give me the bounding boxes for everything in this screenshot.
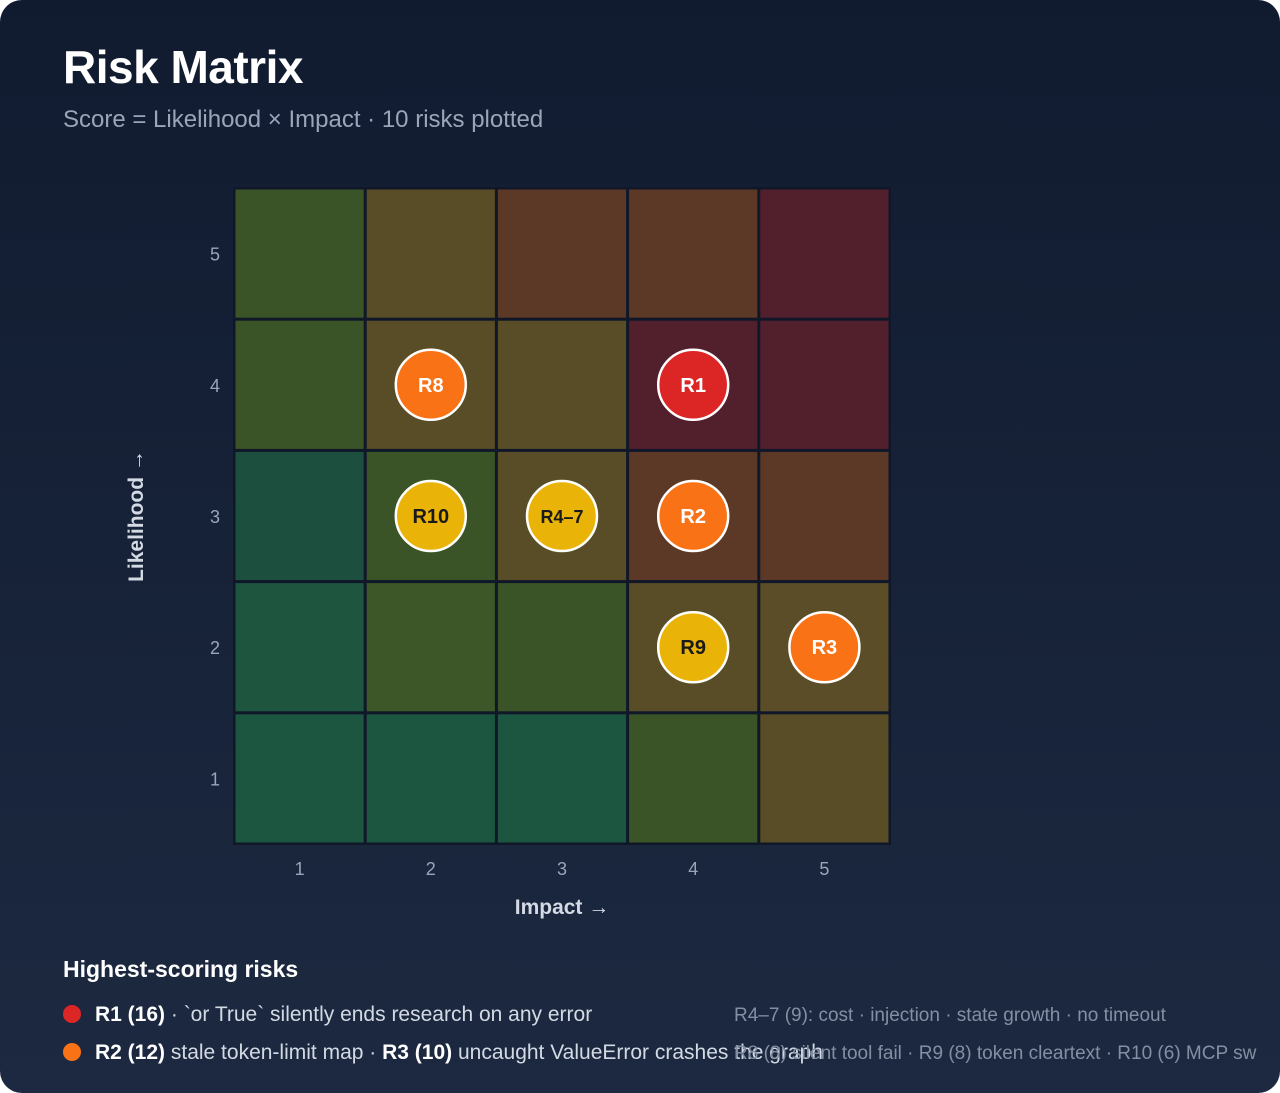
matrix-cell-l4-i5 xyxy=(760,320,889,449)
y-axis-label: Likelihood → xyxy=(125,450,148,582)
page-subtitle: Score = Likelihood × Impact · 10 risks p… xyxy=(63,106,544,133)
risk-marker-label-r2: R2 xyxy=(680,506,706,528)
x-tick-label: 4 xyxy=(688,859,698,879)
matrix-cell-l2-i1 xyxy=(235,583,364,712)
legend-note-1: R4–7 (9): cost · injection · state growt… xyxy=(734,1005,1166,1026)
matrix-cell-l5-i2 xyxy=(366,189,495,318)
matrix-cell-l2-i2 xyxy=(366,583,495,712)
matrix-cell-l3-i1 xyxy=(235,451,364,581)
matrix-cell-l2-i3 xyxy=(497,583,627,712)
legend-row-r2-r3: R2 (12) stale token-limit map · R3 (10) … xyxy=(63,1041,823,1065)
matrix-cell-l1-i2 xyxy=(366,714,495,843)
x-tick-label: 3 xyxy=(557,859,567,879)
y-tick-label: 1 xyxy=(210,769,220,789)
risk-marker-label-r3: R3 xyxy=(812,637,838,659)
legend-r1-id: R1 (16) xyxy=(95,1003,166,1026)
risk-marker-r3 xyxy=(788,610,861,684)
legend-note-2: R8 (8) silent tool fail · R9 (8) token c… xyxy=(734,1043,1257,1064)
risk-marker-r2 xyxy=(656,479,730,553)
x-tick-label: 5 xyxy=(819,859,829,879)
page-title: Risk Matrix xyxy=(63,41,303,93)
risk-marker-r8 xyxy=(394,348,468,422)
legend-row-r1: R1 (16) · `or True` silently ends resear… xyxy=(63,1003,592,1027)
matrix-cell-l1-i5 xyxy=(760,714,889,843)
risk-marker-label-r1: R1 xyxy=(680,375,706,397)
matrix-cell-l1-i1 xyxy=(235,714,364,843)
legend-r3-id: R3 (10) xyxy=(382,1041,453,1064)
y-tick-label: 3 xyxy=(210,507,220,527)
matrix-cell-l5-i5 xyxy=(760,189,889,318)
risk-marker-label-r8: R8 xyxy=(418,375,444,397)
legend-r1-text: · `or True` silently ends research on an… xyxy=(165,1003,593,1026)
matrix-cell-l5-i3 xyxy=(497,189,627,318)
risk-matrix-chart: 1 2 3 4 5 1 2 3 4 5 Impact → Likelihood → R8 R1 R10 R4–… xyxy=(125,187,891,919)
risk-marker-r9 xyxy=(656,610,730,684)
legend-dot-orange xyxy=(63,1043,81,1061)
matrix-cell-l4-i3 xyxy=(497,320,627,449)
risk-marker-r10 xyxy=(394,479,468,553)
matrix-cell-l5-i1 xyxy=(235,189,364,318)
matrix-cell-l3-i5 xyxy=(760,451,889,581)
matrix-cell-l4-i1 xyxy=(235,320,364,449)
matrix-cell-l1-i3 xyxy=(497,714,627,843)
y-tick-label: 5 xyxy=(210,245,220,265)
y-tick-label: 2 xyxy=(210,638,220,658)
risk-marker-label-r10: R10 xyxy=(412,506,449,528)
x-tick-label: 2 xyxy=(426,859,436,879)
legend-title: Highest-scoring risks xyxy=(63,956,299,982)
x-tick-label: 1 xyxy=(295,859,305,879)
legend-r2-id: R2 (12) xyxy=(95,1041,166,1064)
matrix-cell-l1-i4 xyxy=(629,714,758,843)
risk-marker-r1 xyxy=(656,348,730,422)
legend-dot-red xyxy=(63,1005,81,1023)
risk-marker-label-r9: R9 xyxy=(680,637,706,659)
matrix-cell-l5-i4 xyxy=(629,189,758,318)
legend-r2-text: stale token-limit map · xyxy=(165,1041,383,1064)
risk-marker-label-r4-7: R4–7 xyxy=(540,507,583,527)
x-axis-label: Impact → xyxy=(515,896,610,919)
y-tick-label: 4 xyxy=(210,376,220,396)
risk-marker-r4-7 xyxy=(525,479,599,553)
legend-r3-text: uncaught ValueError crashes the graph xyxy=(452,1041,823,1064)
